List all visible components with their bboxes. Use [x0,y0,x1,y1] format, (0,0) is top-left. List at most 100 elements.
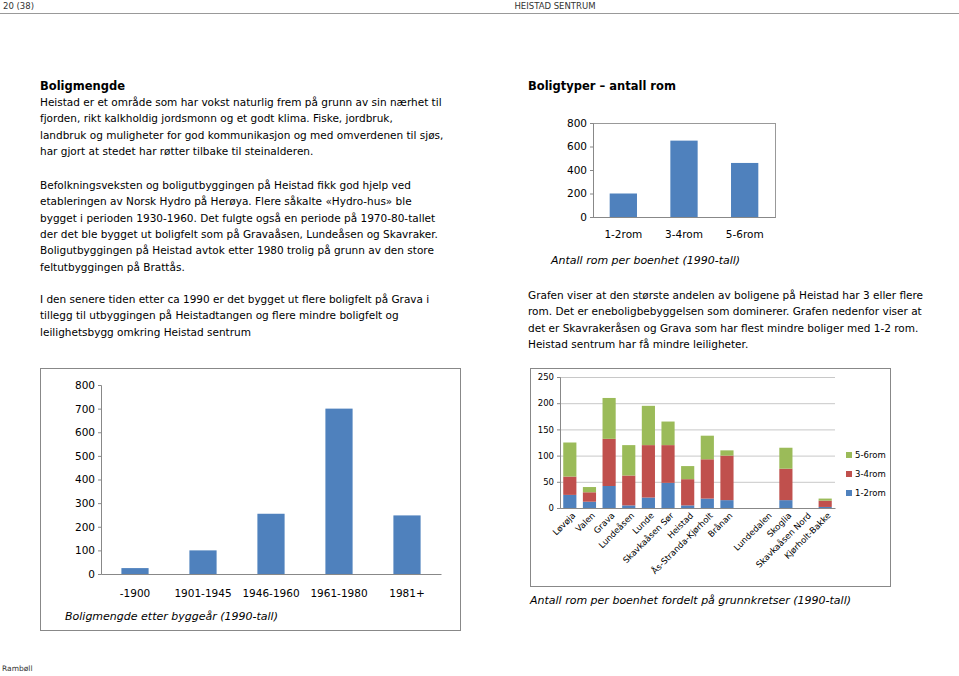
chart: 02004006008001-2rom3-4rom5-6rom [567,117,776,241]
bar-segment [819,501,832,507]
y-tick-mark [98,409,101,410]
y-tick: 0 [88,568,101,580]
y-tick-mark [98,480,101,481]
bar [257,514,284,574]
bar [670,141,697,217]
bar-segment [740,508,753,509]
x-tick-label: Kjørholt-Bakke [782,510,832,560]
y-tick-label: 300 [75,497,95,509]
y-tick: 600 [567,140,593,152]
y-tick-label: 200 [75,521,95,533]
marks [610,141,759,217]
bar-segment [760,508,773,509]
y-tick: 100 [75,544,101,556]
x-axis-line [561,508,836,509]
chart-caption: Boligmengde etter byggeår (1990-tall) [65,610,278,623]
bar [189,550,216,574]
bar-segment [583,492,596,501]
y-tick: 800 [567,117,593,129]
y-tick-mark [590,170,593,171]
x-tick: Kjørholt-Bakke [782,508,832,561]
y-axis-line [590,124,594,218]
y-tick: 100 [538,451,560,461]
bar-segment [583,487,596,492]
y-tick-mark [98,574,101,575]
bar-segment [720,456,733,501]
y-tick-mark [98,503,101,504]
y-tick: 0 [549,503,560,513]
bar-segment [603,486,616,508]
y-axis-line [557,378,561,509]
x-tick-label: Løvøja [551,510,578,537]
x-axis-line [102,574,442,575]
bar-segment [740,508,753,509]
x-axis: 1-2rom 3-4rom 5-6rom [594,217,776,240]
y-tick-label: 800 [75,379,95,391]
y-tick-label: 200 [538,398,554,408]
chart-caption: Antall rom per boenhet (1990-tall) [550,254,740,267]
legend-label: 3-4rom [855,469,886,479]
x-tick-label: -1900 [120,587,151,599]
y-tick-mark [98,527,101,528]
y-tick-label: 600 [567,140,587,152]
y-tick-mark [557,429,560,430]
y-tick: 500 [75,450,101,462]
chart-border [41,369,461,631]
y-tick: 150 [538,425,560,435]
bar-segment [563,495,576,508]
paragraph-line: fjorden, rikt kalkholdig jordsmonn og et… [40,112,393,124]
grid-line [560,508,835,509]
legend-swatch [846,471,852,477]
y-tick-label: 600 [75,426,95,438]
bar-segment [642,406,655,445]
bar [325,409,352,574]
x-tick: 5-6rom [726,217,764,240]
y-tick-mark [98,550,101,551]
bar-segment [681,479,694,505]
y-tick-label: 0 [580,211,587,223]
x-tick-label: Ås-Stranda-Kjørholt [649,509,716,576]
paragraph-line: Heistad er et område som har vokst natur… [40,96,442,108]
y-tick-mark [557,403,560,404]
y-tick-label: 250 [538,372,554,382]
bar-segment [603,398,616,439]
x-tick-label: Brånan [706,510,735,539]
y-tick-label: 500 [75,450,95,462]
paragraph-line: rom. Det er eneboligbebyggelsen som domi… [528,305,922,317]
bar-segment [661,445,674,483]
y-tick-label: 100 [75,544,95,556]
y-tick-label: 400 [75,473,95,485]
x-tick-label: 1-2rom [604,228,642,240]
grid-line [560,429,835,430]
paragraph-line: feltutbyggingen på Brattås. [40,261,185,273]
y-tick-label: 700 [75,402,95,414]
marks [121,409,420,574]
y-tick-label: 0 [88,568,95,580]
paragraph-line: leilighetsbygg omkring Heistad sentrum [40,326,251,338]
legend-swatch [846,452,852,458]
bar-segment [622,505,635,508]
y-tick-label: 150 [538,425,554,435]
paragraph-line: Befolkningsveksten og boligutbyggingen p… [40,179,411,191]
bar-segment [622,476,635,506]
x-tick-label: Lundeåsen [596,510,636,550]
x-axis: LøvøjaValenGravaLundeåsenLundeSkavkaåsen… [551,508,836,576]
bar-segment [701,459,714,498]
header-rule [0,13,959,14]
paragraph-line: tillegg til utbyggingen på Heistadtangen… [40,309,399,321]
y-tick-mark [557,456,560,457]
marks [563,398,832,508]
bar-segment [779,500,792,508]
paragraph-line: Heistad sentrum har få mindre leilighete… [528,338,748,350]
x-axis: -19001901-19451946-19601961-19801981+ [102,574,442,599]
paragraph-line: etableringen av Norsk Hydro på Herøya. F… [40,195,412,207]
y-tick-label: 200 [567,187,587,199]
bar [731,163,758,217]
x-tick: 1946-1960 [242,574,299,599]
bar [121,568,148,574]
heading: Boligmengde [40,79,125,93]
paragraph-line: Boligutbyggingen på Heistad avtok etter … [40,244,434,256]
grid-line [560,377,835,378]
x-tick: 3-4rom [665,217,703,240]
paragraph-line: landbruk og muligheter for god kommunika… [40,129,443,141]
